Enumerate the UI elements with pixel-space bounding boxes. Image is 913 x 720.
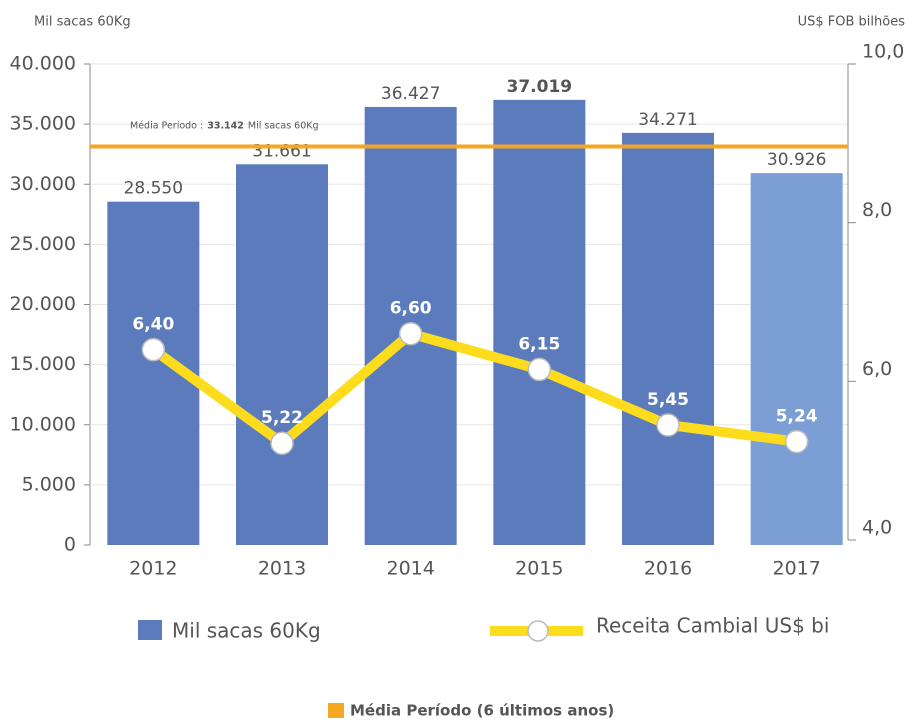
average-value: 33.142 (207, 120, 244, 131)
y-tick-label: 15.000 (10, 353, 76, 375)
line-marker (141, 337, 166, 362)
bar-value-label: 37.019 (507, 77, 573, 97)
bar-value-label: 28.550 (124, 179, 183, 199)
legend-label: Média Período (6 últimos anos) (350, 702, 614, 720)
x-tick-label: 2015 (515, 558, 563, 580)
y2-tick-label: 10,0 (862, 41, 904, 63)
x-tick-label: 2016 (644, 558, 692, 580)
bar-value-label: 30.926 (767, 150, 826, 170)
bar (493, 99, 586, 545)
line-value-label: 5,22 (261, 408, 303, 428)
x-tick-label: 2013 (258, 558, 306, 580)
line-value-label: 5,24 (776, 407, 818, 427)
average-label: Média Período : 33.142 Mil sacas 60Kg (130, 120, 319, 131)
y-axis-label: Mil sacas 60Kg (34, 15, 131, 30)
line-value-label: 6,15 (518, 334, 560, 354)
x-tick-label: 2017 (772, 558, 820, 580)
line-marker (527, 357, 552, 382)
line-value-label: 5,45 (647, 390, 689, 410)
line-marker (270, 431, 294, 455)
line-marker (656, 413, 680, 437)
bar-value-label: 34.271 (638, 110, 697, 130)
line-value-label: 6,40 (132, 315, 174, 335)
bar-value-label: 36.427 (381, 84, 440, 104)
bar-value-label: 31.661 (252, 141, 311, 161)
legend-swatch (328, 703, 344, 718)
legend-marker (527, 620, 549, 642)
y2-tick-label: 4,0 (862, 517, 892, 539)
y2-tick-label: 6,0 (862, 358, 892, 380)
bar (622, 132, 714, 545)
y-tick-label: 0 (64, 534, 76, 556)
y-tick-label: 40.000 (10, 53, 76, 75)
bar (750, 173, 843, 545)
bar (236, 164, 328, 545)
y-tick-label: 10.000 (10, 413, 76, 435)
line-marker (398, 321, 423, 346)
y-tick-label: 5.000 (22, 473, 76, 495)
y-tick-label: 25.000 (10, 233, 76, 255)
x-tick-label: 2014 (386, 558, 434, 580)
y2-tick-label: 8,0 (862, 199, 892, 221)
y-tick-label: 20.000 (10, 293, 76, 315)
y-tick-label: 35.000 (10, 113, 76, 135)
average-prefix: Média Período : (130, 120, 203, 131)
line-value-label: 6,60 (390, 299, 432, 319)
legend-swatch (138, 620, 162, 640)
average-unit: Mil sacas 60Kg (248, 120, 319, 131)
legend-label: Mil sacas 60Kg (172, 619, 321, 643)
legend-label: Receita Cambial US$ bi (596, 614, 829, 638)
x-tick-label: 2012 (129, 558, 177, 580)
y-tick-label: 30.000 (10, 173, 76, 195)
line (150, 328, 798, 449)
y2-axis-label: US$ FOB bilhões (798, 15, 906, 30)
line-marker (784, 429, 809, 454)
